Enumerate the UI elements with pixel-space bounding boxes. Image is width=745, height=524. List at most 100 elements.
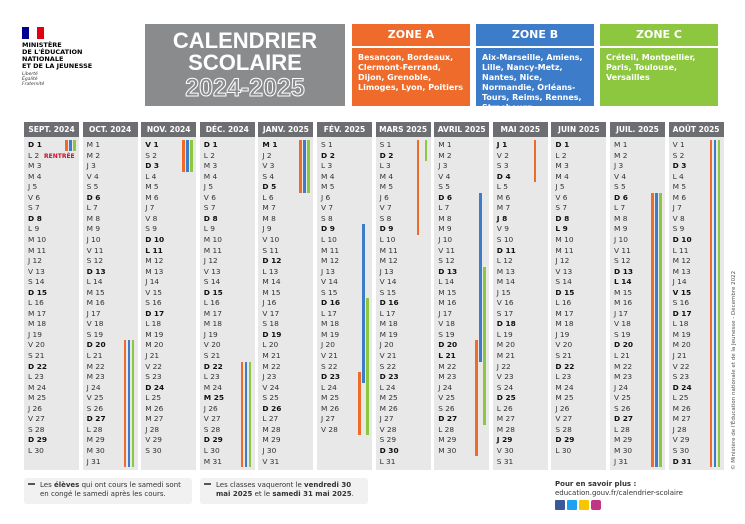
day: J 21 — [672, 351, 687, 360]
day: S 9 — [145, 224, 157, 234]
day: L 17 — [321, 308, 337, 318]
day: M 17 — [28, 308, 47, 318]
day: S 16 — [145, 298, 162, 308]
day: J 30 — [262, 445, 277, 455]
day: S 8 — [379, 213, 392, 223]
title-line: CALENDRIER — [172, 28, 318, 53]
day: L 23 — [203, 372, 220, 382]
day: V 7 — [379, 203, 392, 213]
day: S 21 — [28, 351, 45, 360]
day: J 28 — [672, 424, 687, 434]
day: L 16 — [28, 298, 44, 308]
day: M 12 — [672, 256, 691, 266]
day: L 14 — [614, 277, 632, 287]
day: L 3 — [379, 161, 391, 171]
day: M 1 — [262, 140, 278, 149]
day: S 23 — [145, 372, 162, 382]
day: L 9 — [203, 224, 215, 234]
day: J 2 — [262, 150, 272, 160]
vacation-bar — [475, 340, 478, 457]
day: L 28 — [86, 424, 103, 434]
day: M 13 — [672, 266, 691, 276]
day: J 1 — [496, 140, 508, 149]
zone-header: ZONE B — [476, 24, 594, 46]
day: M 12 — [379, 256, 398, 266]
day: J 22 — [496, 361, 511, 371]
day: L 25 — [145, 393, 162, 403]
day: M 23 — [438, 372, 457, 382]
motto: Fraternité — [22, 82, 45, 87]
day: L 20 — [262, 340, 279, 350]
day: M 28 — [262, 424, 281, 434]
day: M 4 — [379, 171, 394, 181]
day: L 19 — [496, 329, 513, 339]
motto: Liberté — [22, 72, 38, 77]
day: M 24 — [28, 382, 47, 392]
day: D 12 — [262, 256, 282, 266]
day: S 28 — [555, 424, 572, 434]
day: V 17 — [262, 308, 280, 318]
day: V 27 — [555, 414, 573, 424]
day: S 2 — [672, 150, 685, 160]
day: V 1 — [145, 140, 159, 149]
day: L 23 — [555, 372, 572, 382]
day: L 16 — [203, 298, 220, 308]
day: L 7 — [86, 203, 98, 213]
day: S 14 — [555, 277, 572, 287]
zone-cities: Créteil, Montpellier, Paris, Toulouse, V… — [600, 48, 718, 106]
day: S 9 — [672, 224, 685, 234]
day: J 9 — [262, 224, 272, 234]
day: M 28 — [496, 424, 515, 434]
day: S 10 — [496, 234, 514, 244]
vacation-bar — [73, 140, 76, 151]
day: J 12 — [28, 256, 42, 266]
day: S 23 — [672, 372, 690, 382]
day: V 4 — [614, 171, 627, 181]
day: D 15 — [555, 287, 575, 297]
day: L 28 — [438, 424, 455, 434]
day: S 8 — [321, 213, 333, 223]
day: M 26 — [321, 403, 340, 413]
day: S 17 — [496, 308, 514, 318]
day: D 10 — [145, 234, 165, 244]
vacation-bar — [659, 192, 662, 468]
day: V 21 — [321, 351, 338, 360]
day: M 13 — [145, 266, 164, 276]
day: M 27 — [145, 414, 164, 424]
day: S 29 — [379, 435, 397, 445]
day: S 30 — [145, 445, 162, 455]
day: V 23 — [496, 372, 514, 382]
more-label: Pour en savoir plus : — [555, 480, 637, 488]
day: V 11 — [438, 245, 455, 255]
day: J 12 — [555, 256, 570, 266]
vacation-bar — [483, 266, 486, 425]
day: M 11 — [379, 245, 398, 255]
day: M 17 — [203, 308, 222, 318]
day: V 10 — [262, 234, 280, 244]
day: M 4 — [203, 171, 218, 181]
day: S 7 — [555, 203, 568, 213]
vacation-bar — [424, 140, 428, 162]
day: M 5 — [145, 182, 159, 192]
day: S 11 — [262, 245, 279, 255]
day: M 9 — [86, 224, 101, 234]
day: V 1 — [672, 140, 685, 149]
vacation-bar — [416, 140, 420, 235]
day: J 20 — [321, 340, 335, 350]
day: M 7 — [262, 203, 276, 213]
title-box: CALENDRIER SCOLAIRE 2024-2025 — [145, 24, 345, 106]
day: V 18 — [438, 319, 455, 329]
day: M 4 — [321, 171, 335, 181]
note-text: Les — [40, 481, 54, 489]
day: S 19 — [86, 329, 104, 339]
day: V 25 — [86, 393, 104, 403]
day: V 29 — [672, 435, 690, 445]
day: L 9 — [555, 224, 568, 234]
day: M 5 — [321, 182, 335, 192]
day: V 20 — [555, 340, 573, 350]
day: J 13 — [379, 266, 394, 276]
day: J 29 — [496, 435, 513, 445]
day: J 17 — [438, 308, 453, 318]
month-header: AVRIL 2025 — [434, 122, 490, 137]
logo-line: DE L'ÉDUCATION — [22, 48, 83, 56]
